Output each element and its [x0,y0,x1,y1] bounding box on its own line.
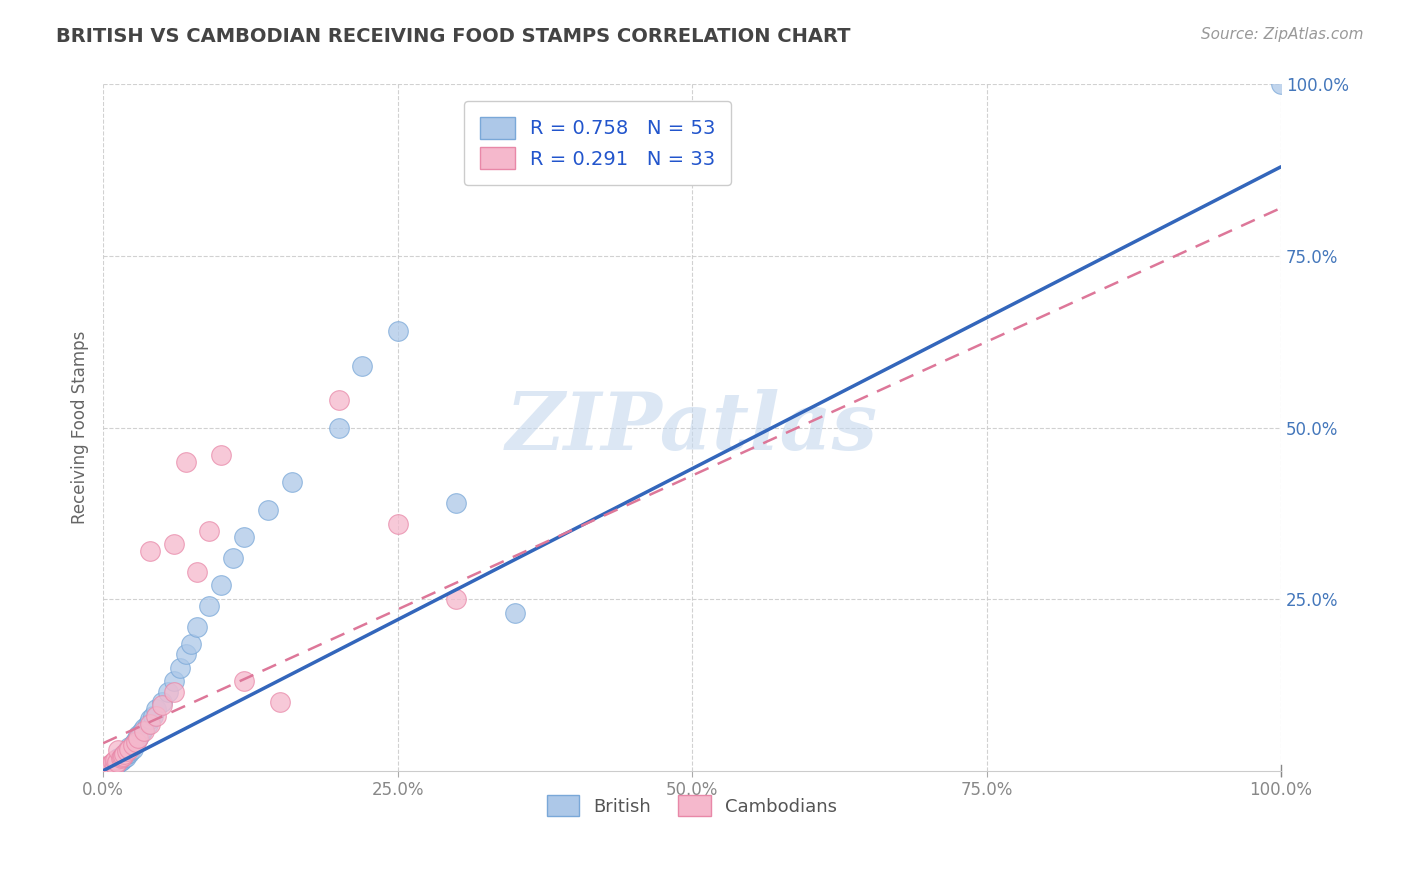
Point [122,736,145,750]
Point [233,674,256,689]
Point [139,717,162,731]
Point [105,753,128,767]
Point [145,708,167,723]
Point [446,592,468,607]
Point [104,753,127,767]
Point [100,760,122,774]
Point [163,537,186,551]
Point [96,760,118,774]
Point [104,758,127,772]
Point [112,748,135,763]
Point [101,756,124,770]
Point [125,735,148,749]
Point [328,393,350,408]
Point [104,756,127,770]
Point [105,756,128,771]
Point [209,448,232,462]
Point [107,751,129,765]
Point [110,754,132,768]
Point [118,746,141,760]
Text: ZIPatlas: ZIPatlas [506,389,879,467]
Point [186,619,208,633]
Point [186,565,208,579]
Point [100,756,122,771]
Point [328,420,350,434]
Point [163,674,186,689]
Point [112,747,135,761]
Point [115,747,138,762]
Point [387,516,409,531]
Point [129,726,152,740]
Point [127,731,149,745]
Point [101,759,124,773]
Point [112,747,135,761]
Point [121,738,143,752]
Point [142,708,165,723]
Point [111,753,134,767]
Point [352,359,374,373]
Point [121,741,143,756]
Point [269,695,291,709]
Point [1270,78,1292,92]
Point [115,744,138,758]
Point [118,741,141,756]
Point [98,762,121,776]
Point [107,743,129,757]
Point [209,578,232,592]
Point [446,496,468,510]
Point [117,743,139,757]
Point [110,750,132,764]
Point [127,728,149,742]
Point [156,685,179,699]
Point [121,738,143,752]
Point [280,475,302,490]
Point [221,551,243,566]
Point [131,723,153,738]
Point [118,739,141,754]
Point [387,325,409,339]
Point [145,702,167,716]
Point [163,685,186,699]
Point [233,530,256,544]
Point [112,751,135,765]
Point [114,750,136,764]
Point [120,744,142,758]
Point [134,721,156,735]
Point [139,544,162,558]
Text: BRITISH VS CAMBODIAN RECEIVING FOOD STAMPS CORRELATION CHART: BRITISH VS CAMBODIAN RECEIVING FOOD STAM… [56,27,851,45]
Point [105,756,128,770]
Legend: British, Cambodians: British, Cambodians [540,789,845,823]
Point [198,599,221,613]
Point [505,606,527,620]
Point [198,524,221,538]
Point [104,758,127,772]
Y-axis label: Receiving Food Stamps: Receiving Food Stamps [72,331,89,524]
Point [139,712,162,726]
Text: Source: ZipAtlas.com: Source: ZipAtlas.com [1201,27,1364,42]
Point [134,723,156,738]
Point [180,637,202,651]
Point [125,732,148,747]
Point [110,751,132,765]
Point [169,661,191,675]
Point [257,503,280,517]
Point [174,647,197,661]
Point [174,455,197,469]
Point [150,695,173,709]
Point [112,748,135,763]
Point [98,758,121,772]
Point [127,731,149,745]
Point [111,750,134,764]
Point [115,744,138,758]
Point [136,717,159,731]
Point [150,698,173,713]
